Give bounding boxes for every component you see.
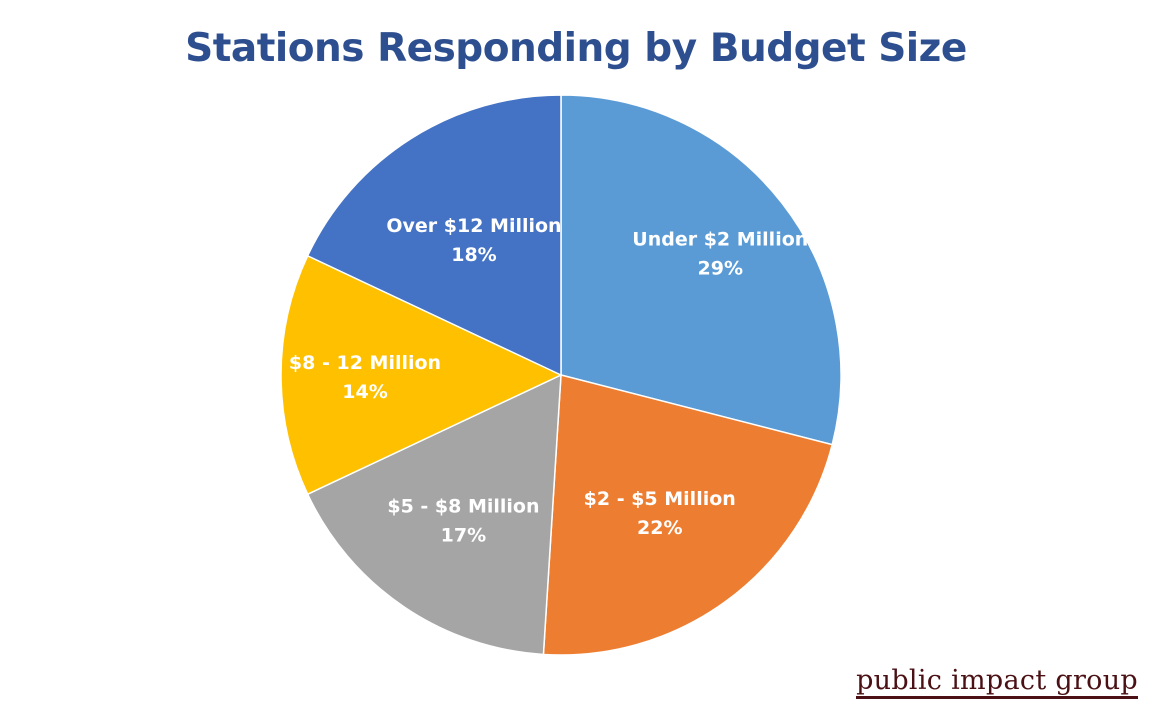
pie-slice: [306, 373, 562, 656]
pie-slice: [560, 94, 842, 446]
pie-slice: [306, 94, 562, 377]
slice-category-label: Under $2 Million: [632, 228, 808, 250]
pie-slice: [542, 374, 834, 656]
public-impact-group-logo: public impact group: [856, 667, 1138, 699]
chart-title: Stations Responding by Budget Size: [185, 26, 967, 71]
slice-percent-label: 17%: [441, 525, 486, 547]
slice-category-label: $8 - 12 Million: [289, 352, 441, 374]
slice-percent-label: 18%: [451, 244, 496, 266]
slice-category-label: $2 - $5 Million: [584, 488, 736, 510]
slice-percent-label: 22%: [637, 517, 682, 539]
pie-labels: Under $2 Million 29% $2 - $5 Million 22% $5 …: [289, 215, 808, 547]
slice-category-label: Over $12 Million: [386, 215, 561, 237]
slice-category-label: $5 - $8 Million: [387, 496, 539, 518]
slice-percent-label: 14%: [342, 381, 387, 403]
slice-percent-label: 29%: [698, 257, 743, 279]
pie-slice: [280, 254, 563, 496]
pie-slices: [280, 94, 842, 656]
